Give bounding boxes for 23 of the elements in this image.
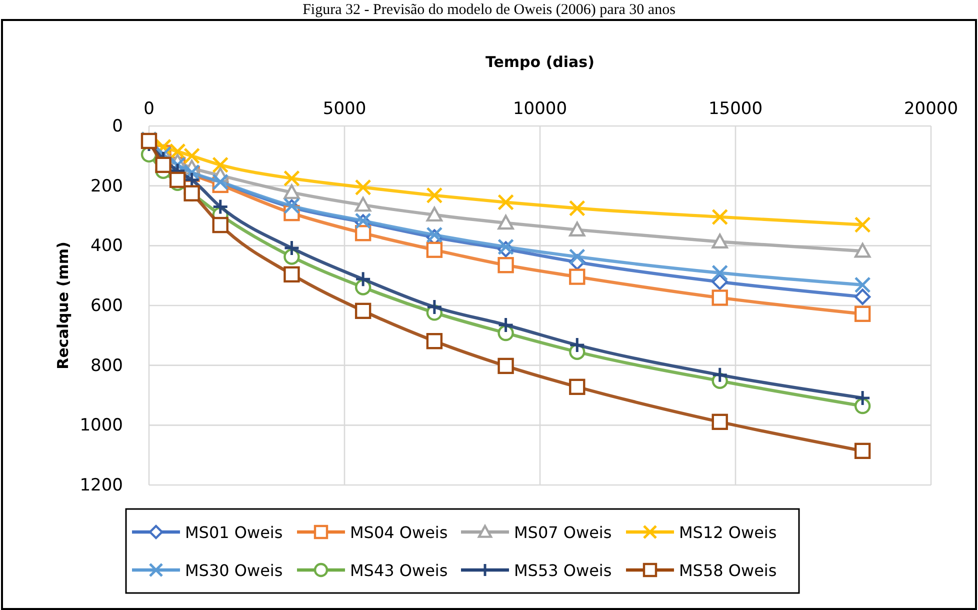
y-tick-label: 400 xyxy=(90,236,123,256)
x-axis-title: Tempo (dias) xyxy=(486,53,594,71)
legend-label: MS53 Oweis xyxy=(514,561,612,580)
x-tick-label: 0 xyxy=(144,99,154,119)
y-tick-label: 1200 xyxy=(80,475,123,496)
y-tick-label: 200 xyxy=(90,176,123,196)
legend-label: MS30 Oweis xyxy=(185,561,283,580)
x-tick-label: 20000 xyxy=(904,99,958,119)
legend-label: MS07 Oweis xyxy=(514,523,612,542)
legend-label: MS12 Oweis xyxy=(679,523,777,542)
y-tick-label: 600 xyxy=(90,296,123,316)
y-tick-label: 1000 xyxy=(80,416,123,436)
legend-label: MS04 Oweis xyxy=(350,523,448,542)
legend-label: MS01 Oweis xyxy=(185,523,283,542)
legend-label: MS58 Oweis xyxy=(679,561,777,580)
y-tick-label: 0 xyxy=(112,116,123,136)
y-axis-title: Recalque (mm) xyxy=(54,242,72,370)
legend-label: MS43 Oweis xyxy=(350,561,448,580)
x-tick-label: 15000 xyxy=(708,99,763,119)
x-tick-label: 5000 xyxy=(322,99,366,119)
x-tick-label: 10000 xyxy=(512,99,568,119)
y-tick-label: 800 xyxy=(90,356,123,376)
chart-title: Figura 32 - Previsão do modelo de Oweis (2006) para 30 anos xyxy=(302,2,676,18)
